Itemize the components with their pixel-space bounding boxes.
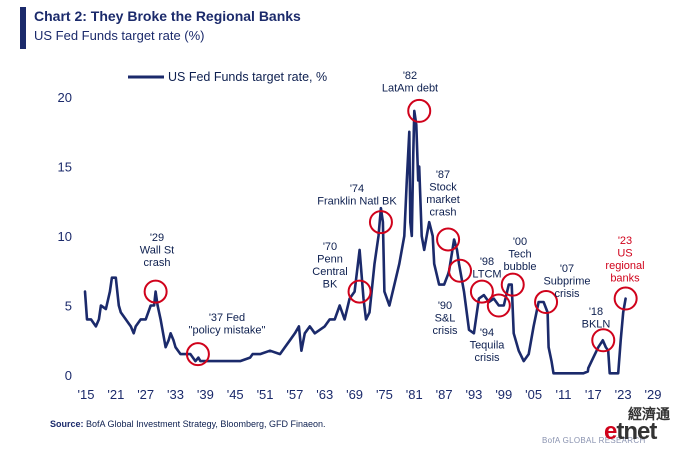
x-tick-label: '21	[107, 387, 124, 402]
chart-title: Chart 2: They Broke the Regional Banks	[34, 8, 301, 24]
source-label: Source:	[50, 419, 84, 429]
event-highlight-circle	[534, 290, 559, 315]
y-tick-label: 5	[65, 299, 72, 314]
x-tick-label: '75	[376, 387, 393, 402]
event-annotation: '07 Subprime crisis	[543, 263, 590, 300]
watermark-logo-rest: tnet	[616, 418, 657, 445]
event-highlight-circle	[448, 258, 473, 283]
event-highlight-circle	[407, 98, 432, 123]
x-tick-label: '93	[465, 387, 482, 402]
event-highlight-circle	[368, 210, 393, 235]
legend-label: US Fed Funds target rate, %	[168, 70, 327, 84]
plot-area	[83, 109, 627, 375]
event-annotation: '82 LatAm debt	[382, 70, 438, 95]
y-tick-label: 10	[58, 229, 72, 244]
event-annotation: '18 BKLN	[582, 306, 611, 331]
event-highlight-circle	[591, 328, 616, 353]
event-annotation: '87 Stock market crash	[426, 169, 460, 219]
event-highlight-circle	[185, 342, 210, 367]
x-tick-label: '05	[525, 387, 542, 402]
event-annotation: '00 Tech bubble	[503, 236, 536, 273]
y-tick-label: 20	[58, 90, 72, 105]
x-tick-label: '87	[436, 387, 453, 402]
source-note: Source: BofA Global Investment Strategy,…	[50, 419, 325, 429]
x-tick-label: '57	[286, 387, 303, 402]
y-tick-label: 15	[58, 160, 72, 175]
x-tick-label: '11	[555, 387, 571, 402]
x-tick-label: '99	[495, 387, 512, 402]
x-tick-label: '69	[346, 387, 363, 402]
chart-subtitle: US Fed Funds target rate (%)	[34, 28, 205, 43]
event-highlight-circle	[500, 272, 525, 297]
series-line	[83, 109, 627, 375]
x-tick-label: '45	[227, 387, 244, 402]
event-annotation: '94 Tequila crisis	[470, 327, 506, 364]
event-highlight-circle	[486, 293, 511, 318]
x-tick-label: '17	[585, 387, 602, 402]
x-tick-label: '39	[197, 387, 214, 402]
chart-annotations: '29 Wall St crash '37 Fed "policy mistake" '7…	[140, 70, 645, 367]
footer-credit: BofA GLOBAL RESEARCH	[542, 436, 646, 445]
event-highlight-circle	[613, 286, 638, 311]
event-annotation: '90 S&L crisis	[432, 300, 458, 337]
event-annotation: '23 US regional banks	[605, 235, 644, 285]
event-annotation: '70 Penn Central BK	[312, 241, 347, 291]
x-tick-label: '63	[316, 387, 333, 402]
event-annotation: '98 LTCM	[472, 256, 501, 281]
x-tick-label: '29	[645, 387, 662, 402]
event-highlight-circle	[143, 279, 168, 304]
event-annotation: '37 Fed "policy mistake"	[189, 312, 266, 337]
event-highlight-circle	[347, 279, 372, 304]
x-tick-label: '33	[167, 387, 184, 402]
x-tick-label: '27	[137, 387, 154, 402]
event-annotation: '74 Franklin Natl BK	[317, 183, 397, 208]
event-highlight-circle	[469, 279, 494, 304]
watermark-logo: etnet	[604, 418, 657, 446]
y-tick-label: 0	[65, 368, 72, 383]
x-tick-label: '23	[615, 387, 632, 402]
event-annotation: '29 Wall St crash	[140, 232, 174, 269]
x-tick-label: '15	[78, 387, 95, 402]
watermark-chinese: 經濟通	[628, 406, 670, 422]
event-highlight-circle	[436, 227, 461, 252]
x-tick-label: '51	[257, 387, 274, 402]
chart-axes: 0 5 10 15 20 '15 '21 '27 '33 '39 '45 '51 '57 '63 '69 '7…	[58, 90, 662, 402]
x-tick-label: '81	[406, 387, 423, 402]
title-accent-bar	[20, 7, 26, 49]
watermark-logo-e: e	[604, 418, 617, 445]
chart-legend: US Fed Funds target rate, %	[128, 70, 327, 84]
source-text: BofA Global Investment Strategy, Bloombe…	[86, 419, 326, 429]
